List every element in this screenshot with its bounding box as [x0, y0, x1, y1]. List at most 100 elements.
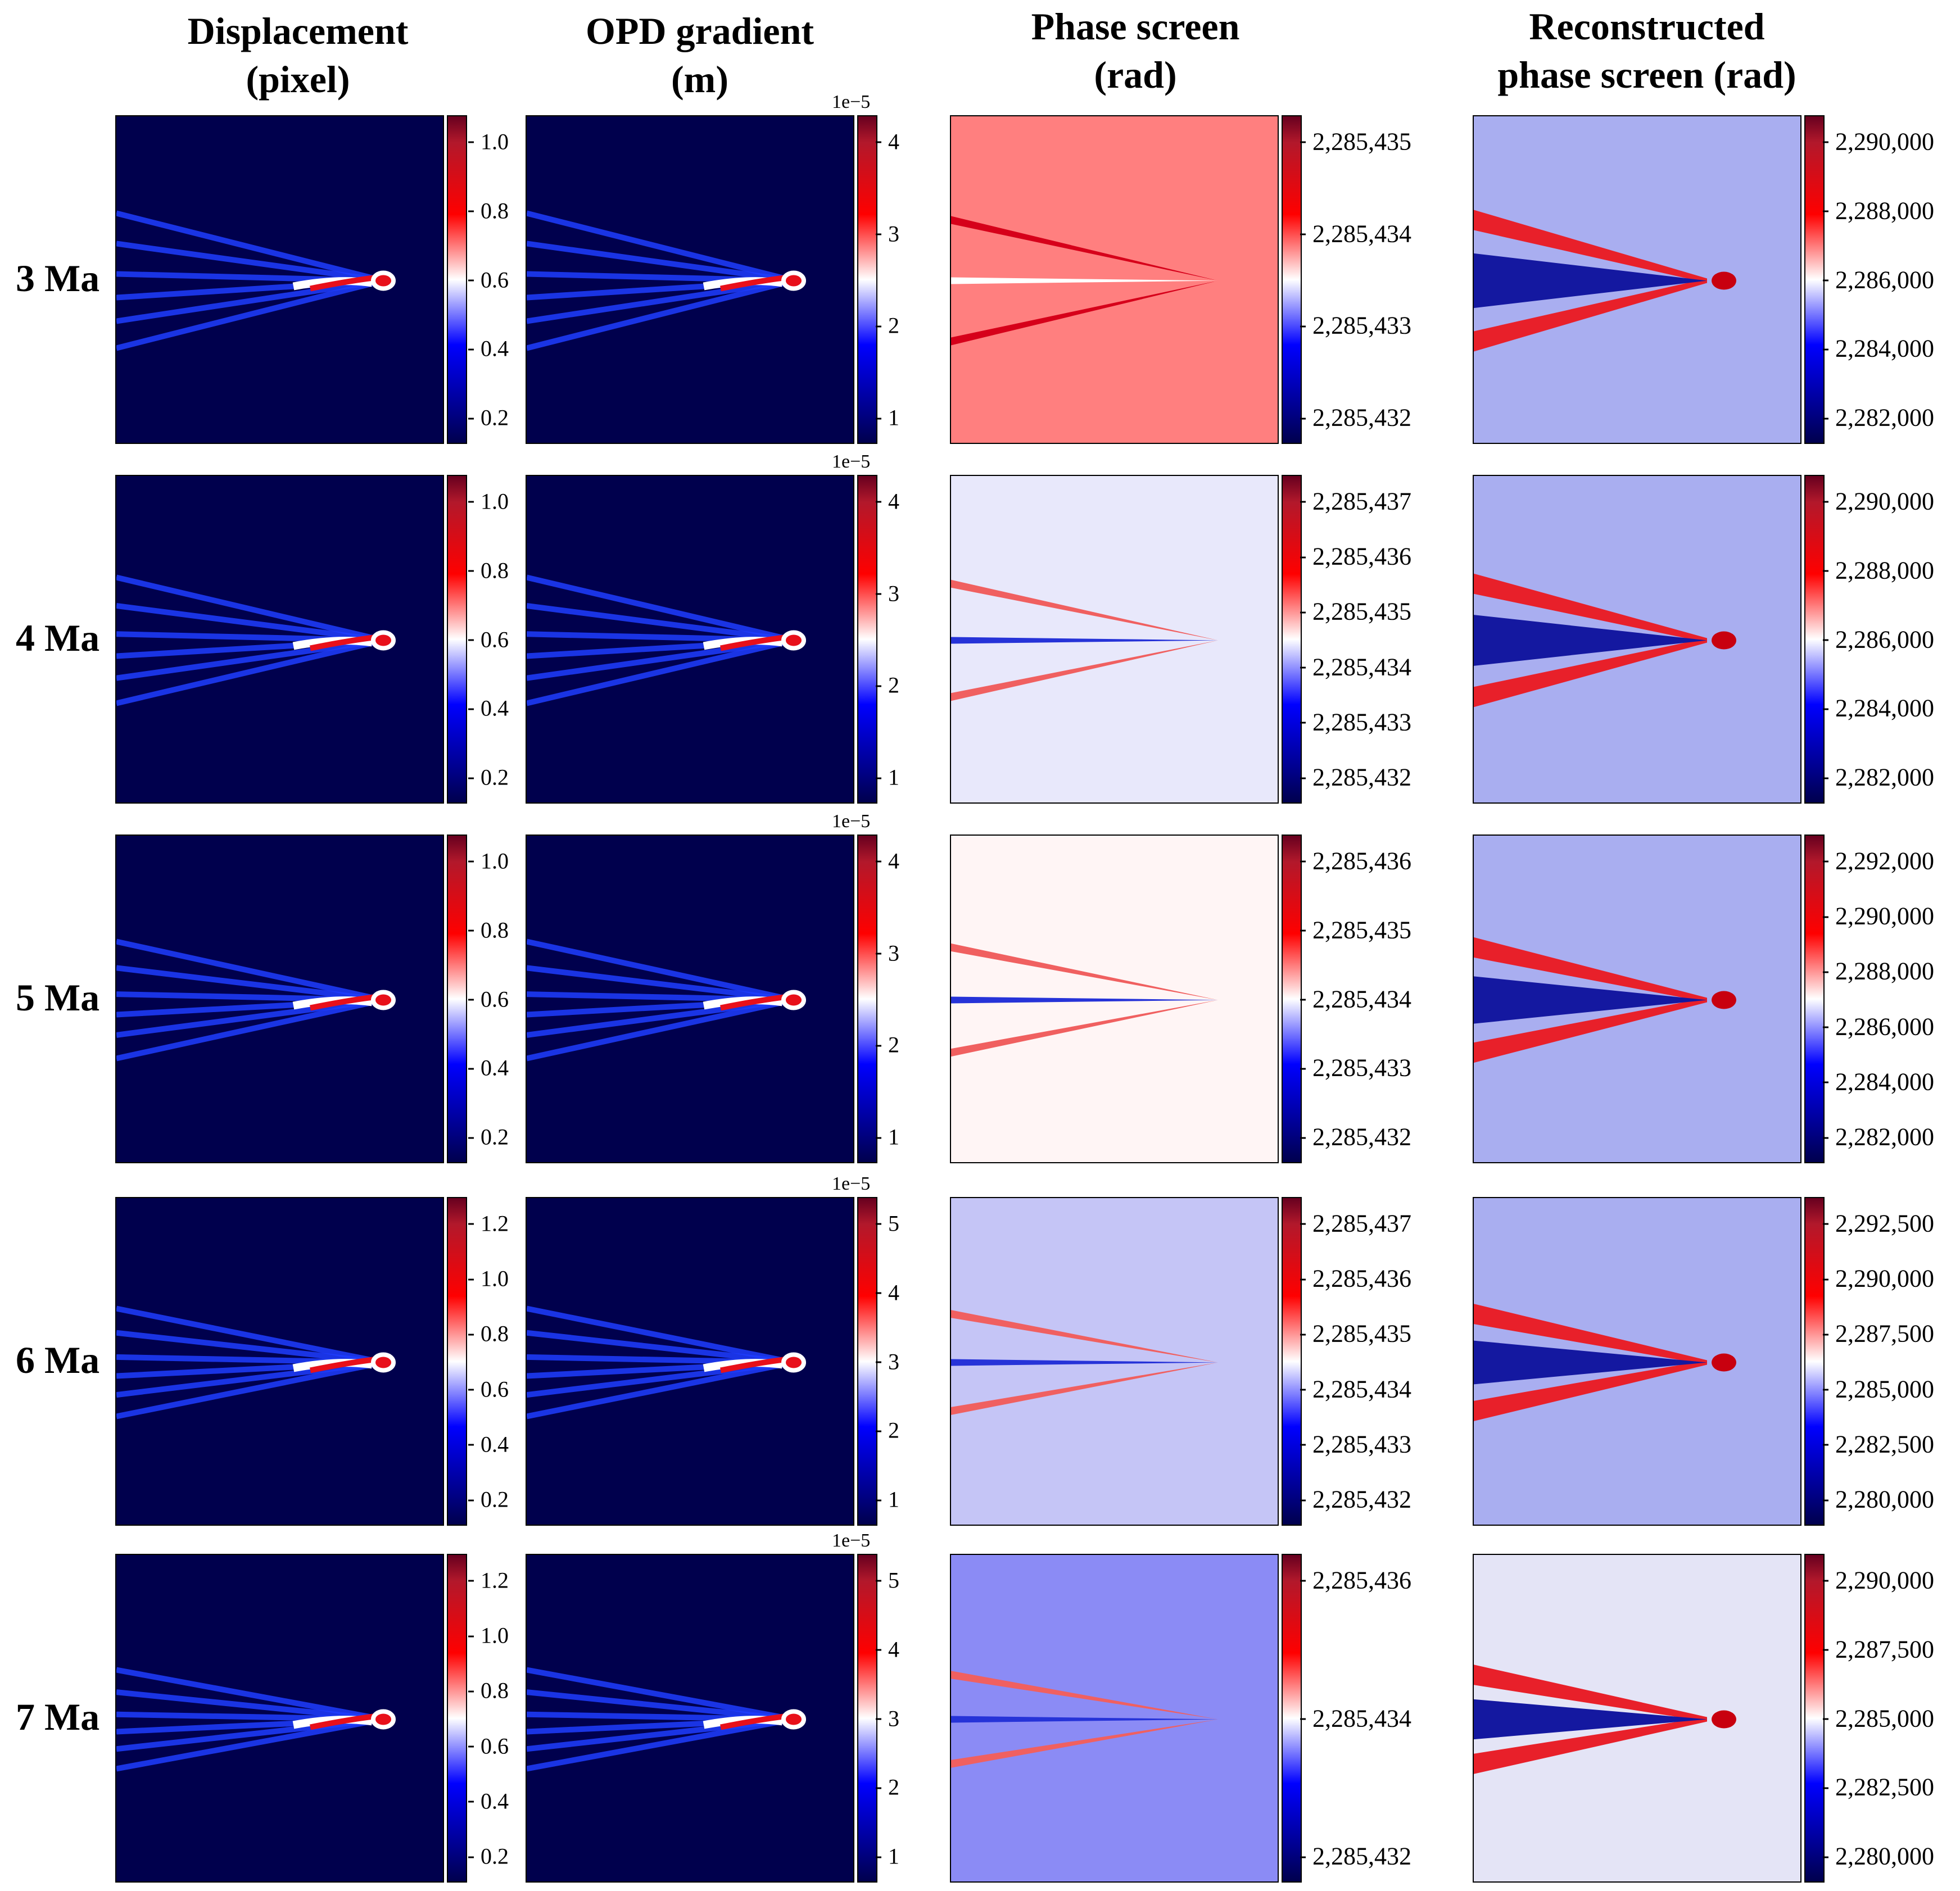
streak-line	[527, 997, 795, 1062]
shock-upper	[951, 216, 1218, 281]
tip-loop	[371, 990, 396, 1010]
recon-tip	[1712, 1710, 1736, 1729]
opd-offset-label: 1e−5	[832, 811, 871, 832]
streak-line	[116, 1359, 384, 1398]
streak-line	[527, 637, 794, 681]
wake-center	[951, 277, 1218, 284]
colorbar	[447, 835, 467, 1163]
colorbar-tick-label: 2,285,434	[1300, 220, 1411, 248]
colorbar	[1282, 475, 1302, 804]
reconstructed-panel	[1473, 1197, 1801, 1526]
shock-lower	[951, 1000, 1218, 1057]
colorbar-tick-label: 4	[876, 129, 899, 155]
colorbar-tick-label: 1.0	[468, 1622, 509, 1648]
streak-line	[116, 1716, 384, 1772]
colorbar-tick-label: 0.4	[468, 1431, 509, 1457]
tip-loop	[781, 630, 806, 651]
tip-loop	[781, 270, 806, 291]
colorbar-tick-label: 2	[876, 672, 899, 698]
row-label: 3 Ma	[16, 256, 100, 300]
recon-tip	[1712, 631, 1736, 650]
phase-screen-panel	[950, 115, 1279, 444]
colorbar-tick-label: 0.6	[468, 627, 509, 652]
reconstructed-panel	[1473, 1554, 1801, 1883]
opd-offset-label: 1e−5	[832, 1173, 871, 1194]
colorbar-tick-label: 2,285,432	[1300, 1123, 1411, 1151]
tip-loop	[781, 990, 806, 1010]
colorbar-tick-label: 2,282,500	[1823, 1773, 1934, 1801]
streak-line	[527, 1359, 794, 1420]
colorbar-tick-label: 2,285,000	[1823, 1375, 1934, 1403]
shock-lower	[951, 1362, 1218, 1415]
colorbar-tick-label: 0.8	[468, 917, 509, 943]
displacement-panel	[115, 835, 444, 1163]
colorbar-tick-label: 5	[876, 1210, 899, 1236]
recon-upper-band	[1474, 210, 1707, 283]
colorbar	[1804, 1554, 1825, 1883]
streak-line	[527, 965, 794, 1003]
red-core	[310, 274, 378, 292]
streak-line	[527, 241, 794, 284]
shock-upper	[951, 579, 1218, 641]
colorbar-tick-label: 2,284,000	[1823, 1068, 1934, 1096]
colorbar	[1804, 115, 1825, 444]
phase-screen-panel	[950, 1197, 1279, 1526]
row-label: 4 Ma	[16, 616, 100, 659]
colorbar-tick-label: 2,285,432	[1300, 403, 1411, 432]
streak-line	[116, 637, 384, 681]
streak-line	[527, 574, 795, 643]
recon-lower-band	[1474, 1717, 1707, 1774]
colorbar-tick-label: 0.4	[468, 1788, 509, 1814]
recon-upper-band	[1474, 937, 1707, 1003]
shock-upper	[951, 943, 1218, 1000]
colorbar-tick-label: 2,285,435	[1300, 597, 1411, 625]
colorbar-tick-label: 2,285,434	[1300, 1375, 1411, 1403]
colorbar-tick-label: 2,290,000	[1823, 128, 1934, 156]
column-header-displacement: Displacement (pixel)	[187, 10, 409, 101]
colorbar-tick-label: 0.2	[468, 1124, 509, 1150]
row-label: 7 Ma	[16, 1695, 100, 1738]
colorbar-tick-label: 0.8	[468, 1677, 509, 1703]
streak-line	[527, 997, 794, 1038]
colorbar-tick-label: 1.0	[468, 488, 509, 514]
recon-upper-band	[1474, 1304, 1707, 1365]
recon-lower-band	[1474, 278, 1707, 352]
streak-line	[527, 602, 794, 643]
recon-upper-band	[1474, 573, 1707, 643]
colorbar-tick-label: 2,286,000	[1823, 625, 1934, 653]
streak-line	[116, 574, 384, 643]
wake-center	[951, 996, 1218, 1004]
reconstructed-panel	[1473, 115, 1801, 444]
streak-line	[116, 1689, 384, 1722]
shock-upper	[951, 1310, 1218, 1363]
colorbar-tick-label: 2,285,437	[1300, 1209, 1411, 1237]
streak-line	[116, 1330, 384, 1366]
tip-loop	[371, 630, 396, 651]
colorbar-tick-label: 4	[876, 1280, 899, 1305]
column-header-phase-screen: Phase screen (rad)	[1031, 5, 1240, 96]
colorbar-tick-label: 2,285,432	[1300, 1485, 1411, 1513]
colorbar-tick-label: 2,285,433	[1300, 708, 1411, 736]
colorbar-tick-label: 2,280,000	[1823, 1842, 1934, 1870]
colorbar-tick-label: 2,285,435	[1300, 1319, 1411, 1348]
colorbar-tick-label: 0.4	[468, 1055, 509, 1081]
shock-lower	[951, 1719, 1218, 1768]
colorbar-tick-label: 2	[876, 312, 899, 338]
colorbar-tick-label: 2,290,000	[1823, 1566, 1934, 1594]
colorbar-tick-label: 3	[876, 581, 899, 606]
red-core	[310, 1713, 378, 1730]
colorbar-tick-label: 2	[876, 1417, 899, 1443]
colorbar-tick-label: 1	[876, 1124, 899, 1150]
streak-line	[116, 602, 384, 643]
opd-gradient-panel	[526, 475, 854, 804]
column-header-opd-gradient: OPD gradient (m)	[585, 10, 814, 101]
recon-wake	[1474, 1699, 1707, 1740]
colorbar	[447, 1197, 467, 1526]
colorbar-tick-label: 0.2	[468, 1843, 509, 1869]
colorbar	[857, 115, 877, 444]
colorbar-tick-label: 2,285,433	[1300, 1054, 1411, 1082]
opd-gradient-panel	[526, 115, 854, 444]
colorbar	[857, 835, 877, 1163]
colorbar-tick-label: 2,282,000	[1823, 763, 1934, 791]
colorbar-tick-label: 2,285,433	[1300, 311, 1411, 339]
